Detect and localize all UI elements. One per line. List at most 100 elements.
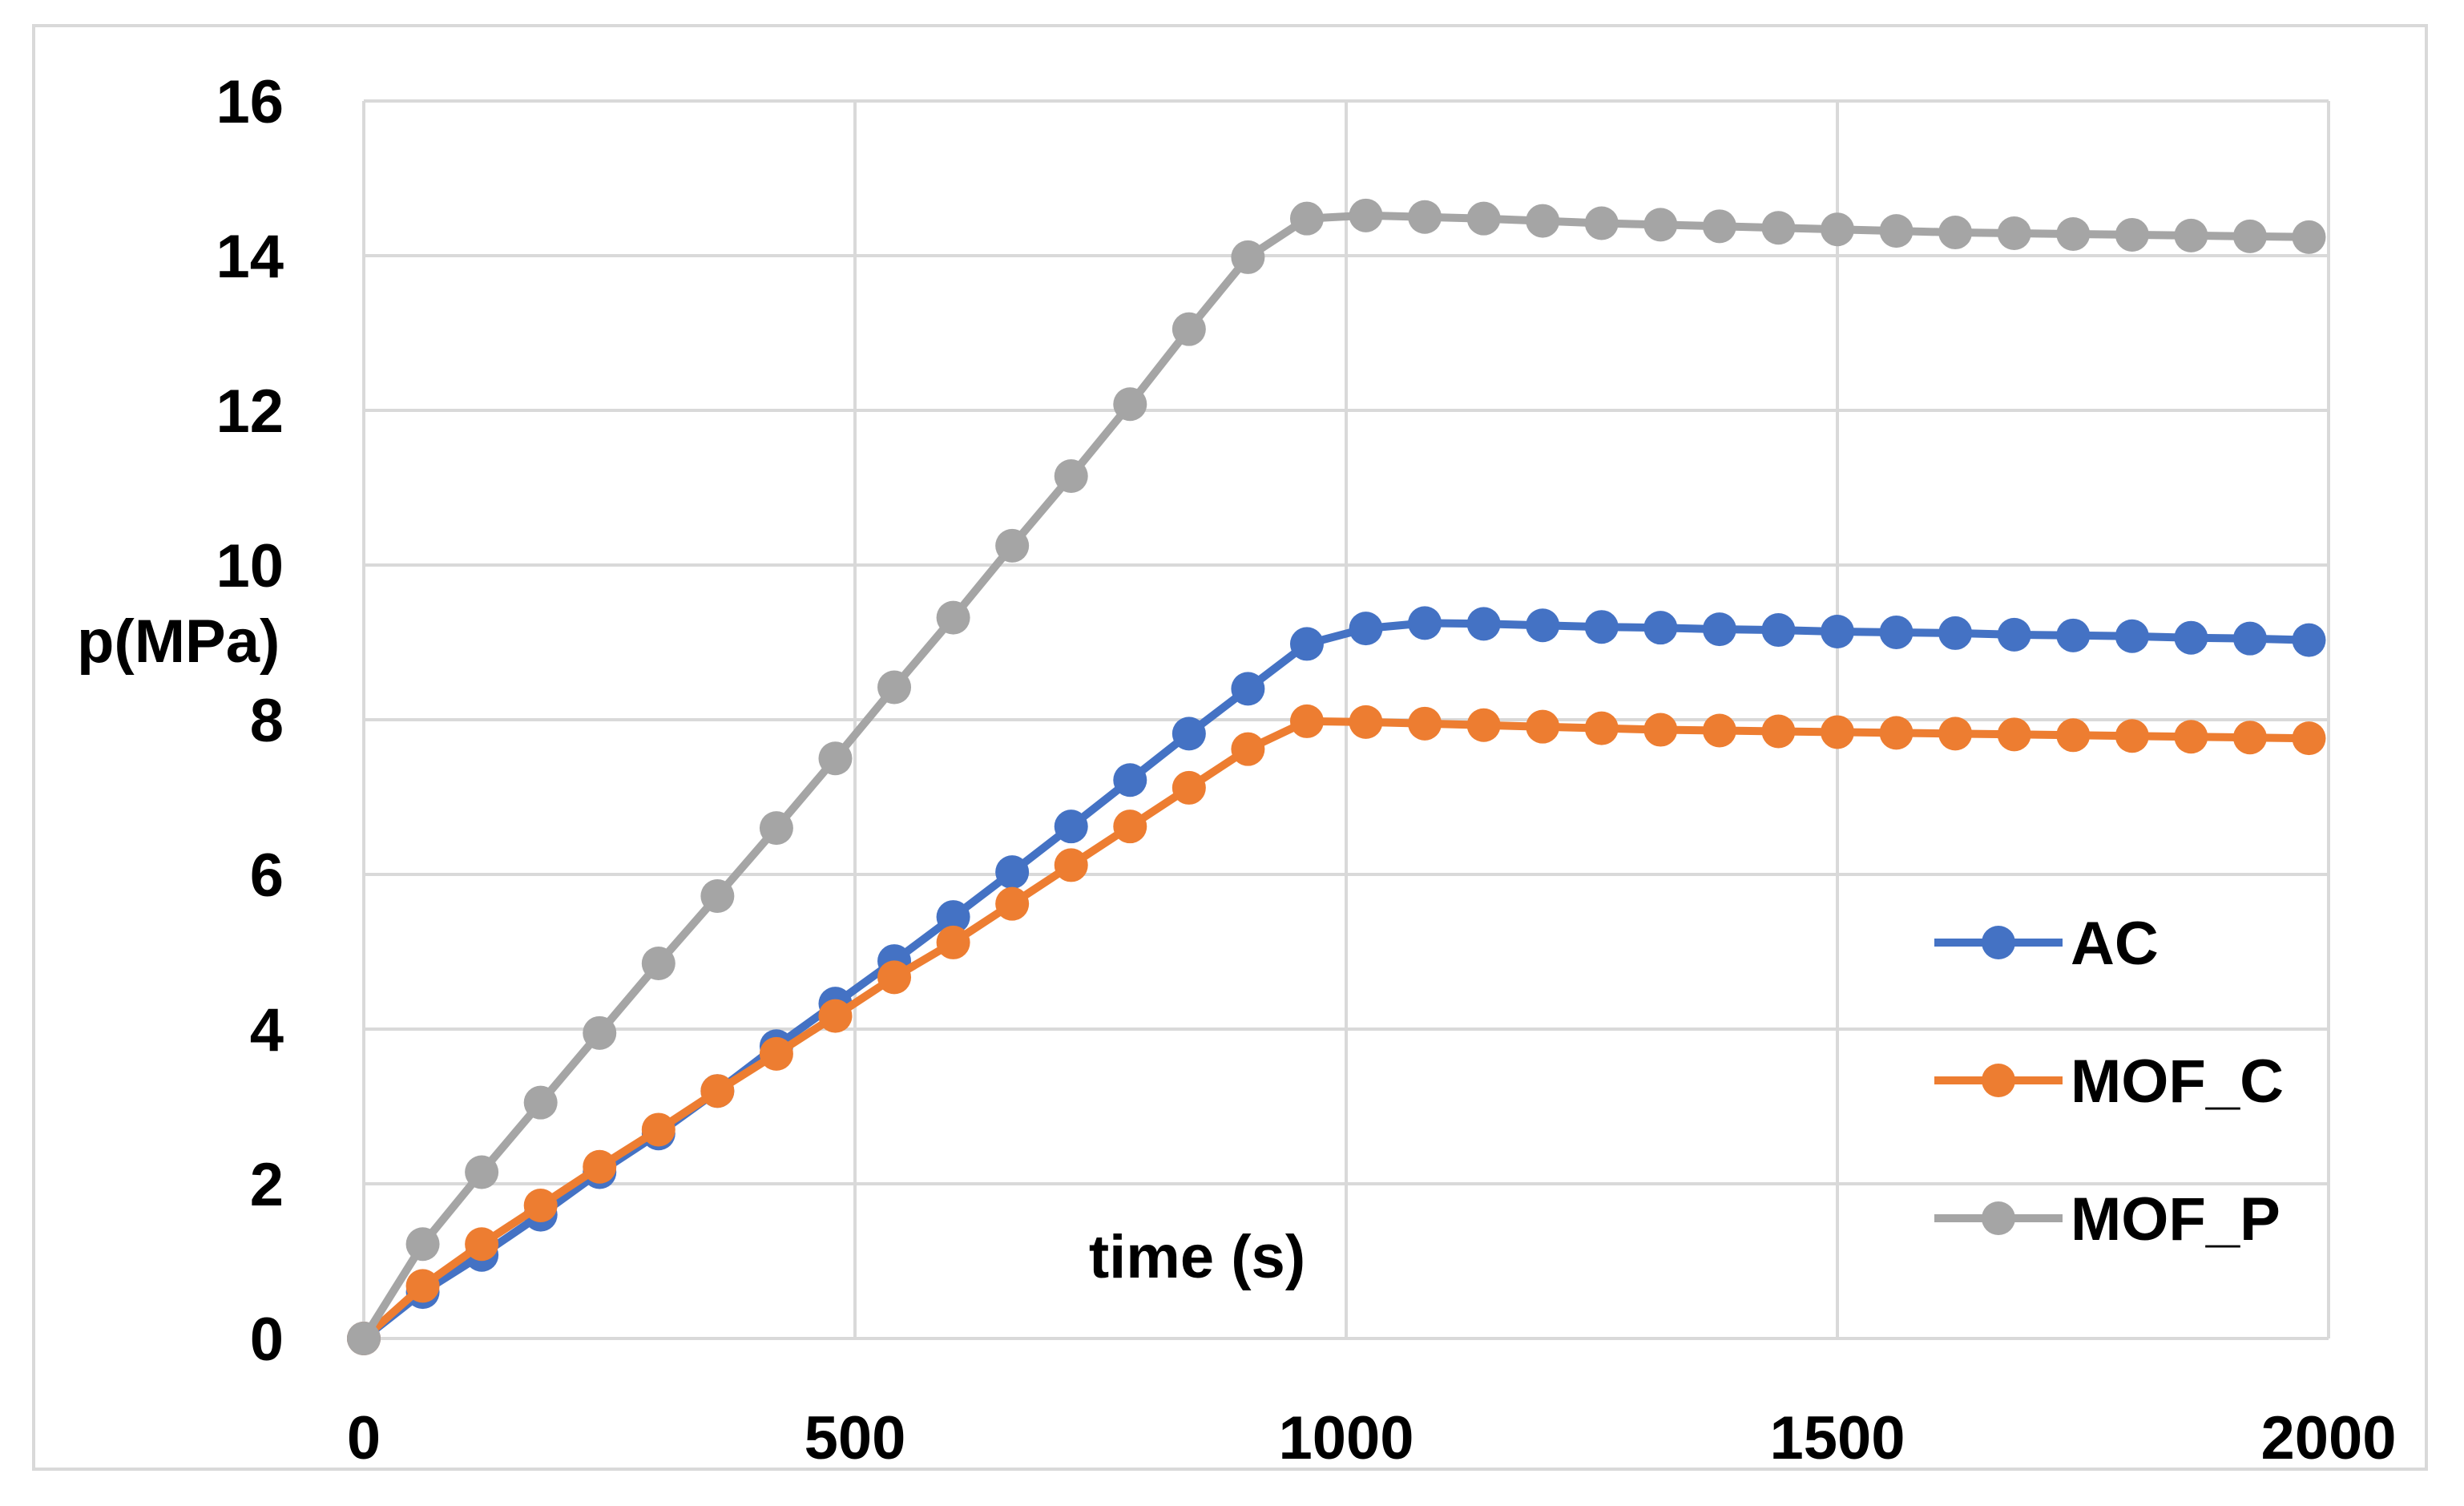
data-point-ac-31 bbox=[2174, 620, 2208, 655]
data-point-mof-c-4 bbox=[583, 1149, 617, 1184]
data-point-ac-32 bbox=[2232, 621, 2267, 656]
x-tick-label-2: 1000 bbox=[1278, 1404, 1413, 1472]
data-point-mof-c-26 bbox=[1879, 716, 1914, 750]
x-tick-label-3: 1500 bbox=[1769, 1404, 1905, 1472]
series-layer bbox=[347, 198, 2326, 1355]
data-point-mof-c-20 bbox=[1526, 709, 1560, 744]
data-point-mof-c-29 bbox=[2056, 718, 2091, 753]
data-point-mof-p-7 bbox=[759, 811, 793, 846]
data-point-mof-p-26 bbox=[1879, 214, 1914, 248]
y-axis-title: p(MPa) bbox=[77, 608, 280, 676]
data-point-mof-c-21 bbox=[1584, 711, 1619, 745]
data-point-ac-15 bbox=[1231, 672, 1265, 706]
data-point-mof-p-11 bbox=[995, 528, 1030, 563]
data-point-mof-c-7 bbox=[759, 1036, 793, 1071]
chart-frame: 0 2 4 6 8 10 12 14 16 0 500 1000 1500 2000 time (s) p… bbox=[32, 24, 2428, 1472]
data-point-mof-p-0 bbox=[347, 1322, 381, 1355]
data-point-mof-c-22 bbox=[1643, 713, 1678, 747]
data-point-mof-p-21 bbox=[1584, 206, 1619, 240]
legend-entry-mof-p: MOF_P bbox=[1934, 1185, 2281, 1254]
data-point-mof-c-30 bbox=[2115, 719, 2149, 753]
data-point-mof-p-12 bbox=[1054, 459, 1088, 494]
data-point-mof-c-12 bbox=[1054, 848, 1088, 882]
data-point-mof-p-1 bbox=[405, 1227, 440, 1262]
data-point-mof-c-24 bbox=[1761, 714, 1796, 749]
data-point-mof-p-19 bbox=[1466, 201, 1501, 236]
legend-swatch-marker bbox=[1982, 926, 2015, 959]
data-point-ac-29 bbox=[2056, 618, 2091, 652]
y-tick-label-4: 8 bbox=[250, 687, 284, 755]
data-point-ac-27 bbox=[1938, 616, 1973, 650]
data-point-ac-14 bbox=[1172, 717, 1206, 751]
data-point-ac-30 bbox=[2115, 619, 2149, 653]
legend-label: MOF_P bbox=[2071, 1185, 2281, 1254]
data-point-ac-33 bbox=[2292, 623, 2326, 657]
series-mof-c bbox=[347, 704, 2326, 1355]
x-tick-label-0: 0 bbox=[347, 1404, 381, 1472]
data-point-mof-p-25 bbox=[1821, 212, 1854, 247]
y-tick-label-5: 10 bbox=[216, 532, 284, 600]
data-point-ac-23 bbox=[1702, 612, 1736, 647]
data-point-mof-c-31 bbox=[2174, 720, 2208, 754]
legend-entry-ac: AC bbox=[1934, 910, 2159, 978]
data-point-mof-c-16 bbox=[1289, 704, 1324, 738]
data-point-mof-p-16 bbox=[1289, 201, 1324, 236]
data-point-mof-c-8 bbox=[818, 999, 853, 1033]
data-point-ac-25 bbox=[1821, 614, 1854, 648]
data-point-mof-p-22 bbox=[1643, 208, 1678, 242]
y-tick-label-2: 4 bbox=[250, 996, 284, 1064]
y-tick-label-6: 12 bbox=[216, 378, 284, 446]
data-point-mof-p-33 bbox=[2292, 220, 2326, 254]
data-point-mof-c-3 bbox=[523, 1189, 558, 1223]
data-point-mof-c-1 bbox=[405, 1269, 440, 1303]
data-point-mof-p-3 bbox=[523, 1085, 558, 1120]
data-point-mof-c-2 bbox=[465, 1227, 499, 1262]
data-point-mof-p-18 bbox=[1408, 200, 1442, 234]
data-point-mof-c-6 bbox=[700, 1074, 735, 1108]
data-point-ac-16 bbox=[1289, 627, 1324, 661]
legend-swatch-marker bbox=[1982, 1064, 2015, 1097]
data-point-mof-p-30 bbox=[2115, 217, 2149, 252]
data-point-mof-p-20 bbox=[1526, 204, 1560, 238]
data-point-mof-p-29 bbox=[2056, 216, 2091, 251]
data-point-mof-c-27 bbox=[1938, 717, 1973, 751]
data-point-mof-c-33 bbox=[2292, 721, 2326, 756]
y-tick-label-0: 0 bbox=[250, 1306, 284, 1374]
legend-entry-mof-c: MOF_C bbox=[1934, 1048, 2284, 1116]
data-point-mof-p-13 bbox=[1113, 387, 1147, 422]
data-point-mof-p-24 bbox=[1761, 211, 1796, 245]
data-point-ac-17 bbox=[1349, 612, 1383, 646]
legend-swatch-marker bbox=[1982, 1201, 2015, 1235]
legend: AC MOF_C MOF_P bbox=[1934, 910, 2284, 1254]
x-axis-title: time (s) bbox=[1089, 1223, 1305, 1291]
data-point-ac-18 bbox=[1408, 606, 1442, 640]
data-point-mof-c-19 bbox=[1466, 708, 1501, 742]
data-point-ac-22 bbox=[1643, 611, 1678, 645]
data-point-mof-p-5 bbox=[641, 946, 675, 980]
data-point-ac-10 bbox=[936, 900, 970, 935]
data-point-mof-p-10 bbox=[936, 600, 970, 635]
data-point-ac-20 bbox=[1526, 608, 1560, 643]
chart-svg: 0 2 4 6 8 10 12 14 16 0 500 1000 1500 2000 time (s) p… bbox=[77, 68, 2397, 1472]
data-point-mof-p-27 bbox=[1938, 216, 1973, 250]
data-point-mof-c-28 bbox=[1997, 717, 2031, 752]
data-point-mof-c-17 bbox=[1349, 705, 1383, 739]
data-point-mof-c-5 bbox=[641, 1112, 675, 1147]
data-point-mof-p-17 bbox=[1349, 198, 1383, 232]
legend-label: MOF_C bbox=[2071, 1048, 2284, 1116]
data-point-mof-p-31 bbox=[2174, 218, 2208, 252]
data-point-ac-24 bbox=[1761, 613, 1796, 648]
data-point-mof-c-11 bbox=[995, 886, 1030, 921]
series-mof-p bbox=[347, 198, 2326, 1355]
data-point-ac-11 bbox=[995, 855, 1030, 890]
data-point-mof-p-14 bbox=[1172, 312, 1206, 346]
data-point-mof-p-23 bbox=[1702, 209, 1736, 244]
y-tick-label-8: 16 bbox=[216, 68, 284, 136]
data-point-ac-26 bbox=[1879, 615, 1914, 649]
data-point-mof-p-6 bbox=[700, 879, 735, 914]
data-point-mof-p-28 bbox=[1997, 216, 2031, 251]
data-point-mof-c-13 bbox=[1113, 810, 1147, 844]
y-tick-label-7: 14 bbox=[216, 223, 284, 291]
data-point-ac-12 bbox=[1054, 810, 1088, 844]
data-point-mof-p-4 bbox=[583, 1015, 617, 1050]
